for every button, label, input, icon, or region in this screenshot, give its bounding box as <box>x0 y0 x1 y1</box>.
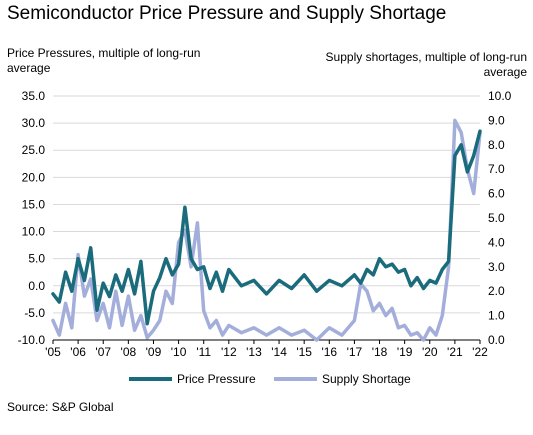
right-y-tick-label: 0.0 <box>488 333 505 347</box>
left-y-tick-label: 15.0 <box>22 197 46 211</box>
right-y-tick-label: 1.0 <box>488 309 505 323</box>
right-y-tick-label: 5.0 <box>488 211 505 225</box>
chart-title: Semiconductor Price Pressure and Supply … <box>7 3 447 24</box>
left-y-axis: 35.0 30.0 25.0 20.0 15.0 10.0 5.0 0.0 -5.0 -10.0 <box>18 89 46 347</box>
left-y-tick-label: -5.0 <box>24 306 45 320</box>
left-axis-title: Price Pressures, multiple of long-run av… <box>7 46 201 75</box>
right-y-tick-label: 2.0 <box>488 284 505 298</box>
x-tick-label: '05 <box>45 345 61 359</box>
x-tick-label: '06 <box>70 345 86 359</box>
x-tick-label: '22 <box>472 345 488 359</box>
legend-supply-label: Supply Shortage <box>322 372 411 386</box>
x-tick-label: '19 <box>397 345 413 359</box>
x-tick-label: '20 <box>422 345 438 359</box>
right-y-tick-label: 4.0 <box>488 235 505 249</box>
x-tick-label: '07 <box>95 345 111 359</box>
left-y-tick-label: -10.0 <box>18 333 46 347</box>
price-pressure-line <box>51 129 482 326</box>
source-note: Source: S&P Global <box>7 400 114 414</box>
x-axis: '05 '06 '07 '08 '09 '10 '11 '12 '13 '14 '15 '16 '17 '… <box>45 339 488 359</box>
right-y-tick-label: 8.0 <box>488 138 505 152</box>
x-tick-label: '13 <box>246 345 262 359</box>
x-tick-label: '09 <box>146 345 162 359</box>
right-axis-title: Supply shortages, multiple of long-run a… <box>325 50 527 79</box>
supply-shortage-line <box>51 118 482 342</box>
x-tick-label: '11 <box>196 345 211 359</box>
left-y-tick-label: 0.0 <box>28 279 45 293</box>
right-y-tick-label: 10.0 <box>488 89 512 103</box>
legend: Price Pressure Supply Shortage <box>129 372 411 386</box>
left-y-tick-label: 30.0 <box>22 116 46 130</box>
x-tick-label: '08 <box>121 345 137 359</box>
right-y-tick-label: 9.0 <box>488 113 505 127</box>
x-tick-label: '10 <box>171 345 187 359</box>
right-y-tick-label: 6.0 <box>488 187 505 201</box>
x-tick-label: '21 <box>447 345 463 359</box>
x-tick-label: '17 <box>347 345 363 359</box>
left-y-tick-label: 10.0 <box>22 225 46 239</box>
x-tick-label: '12 <box>221 345 237 359</box>
left-y-tick-label: 20.0 <box>22 170 46 184</box>
legend-price-label: Price Pressure <box>177 372 256 386</box>
left-y-tick-label: 5.0 <box>28 252 45 266</box>
right-y-axis: 10.0 9.0 8.0 7.0 6.0 5.0 4.0 3.0 2.0 1.0 0.0 <box>488 89 512 347</box>
right-y-tick-label: 3.0 <box>488 260 505 274</box>
x-tick-label: '18 <box>372 345 388 359</box>
right-y-tick-label: 7.0 <box>488 162 505 176</box>
x-tick-label: '15 <box>296 345 312 359</box>
x-tick-label: '16 <box>321 345 337 359</box>
left-y-tick-label: 35.0 <box>22 89 46 103</box>
left-y-tick-label: 25.0 <box>22 143 46 157</box>
series-lines <box>51 118 482 342</box>
x-tick-label: '14 <box>271 345 287 359</box>
